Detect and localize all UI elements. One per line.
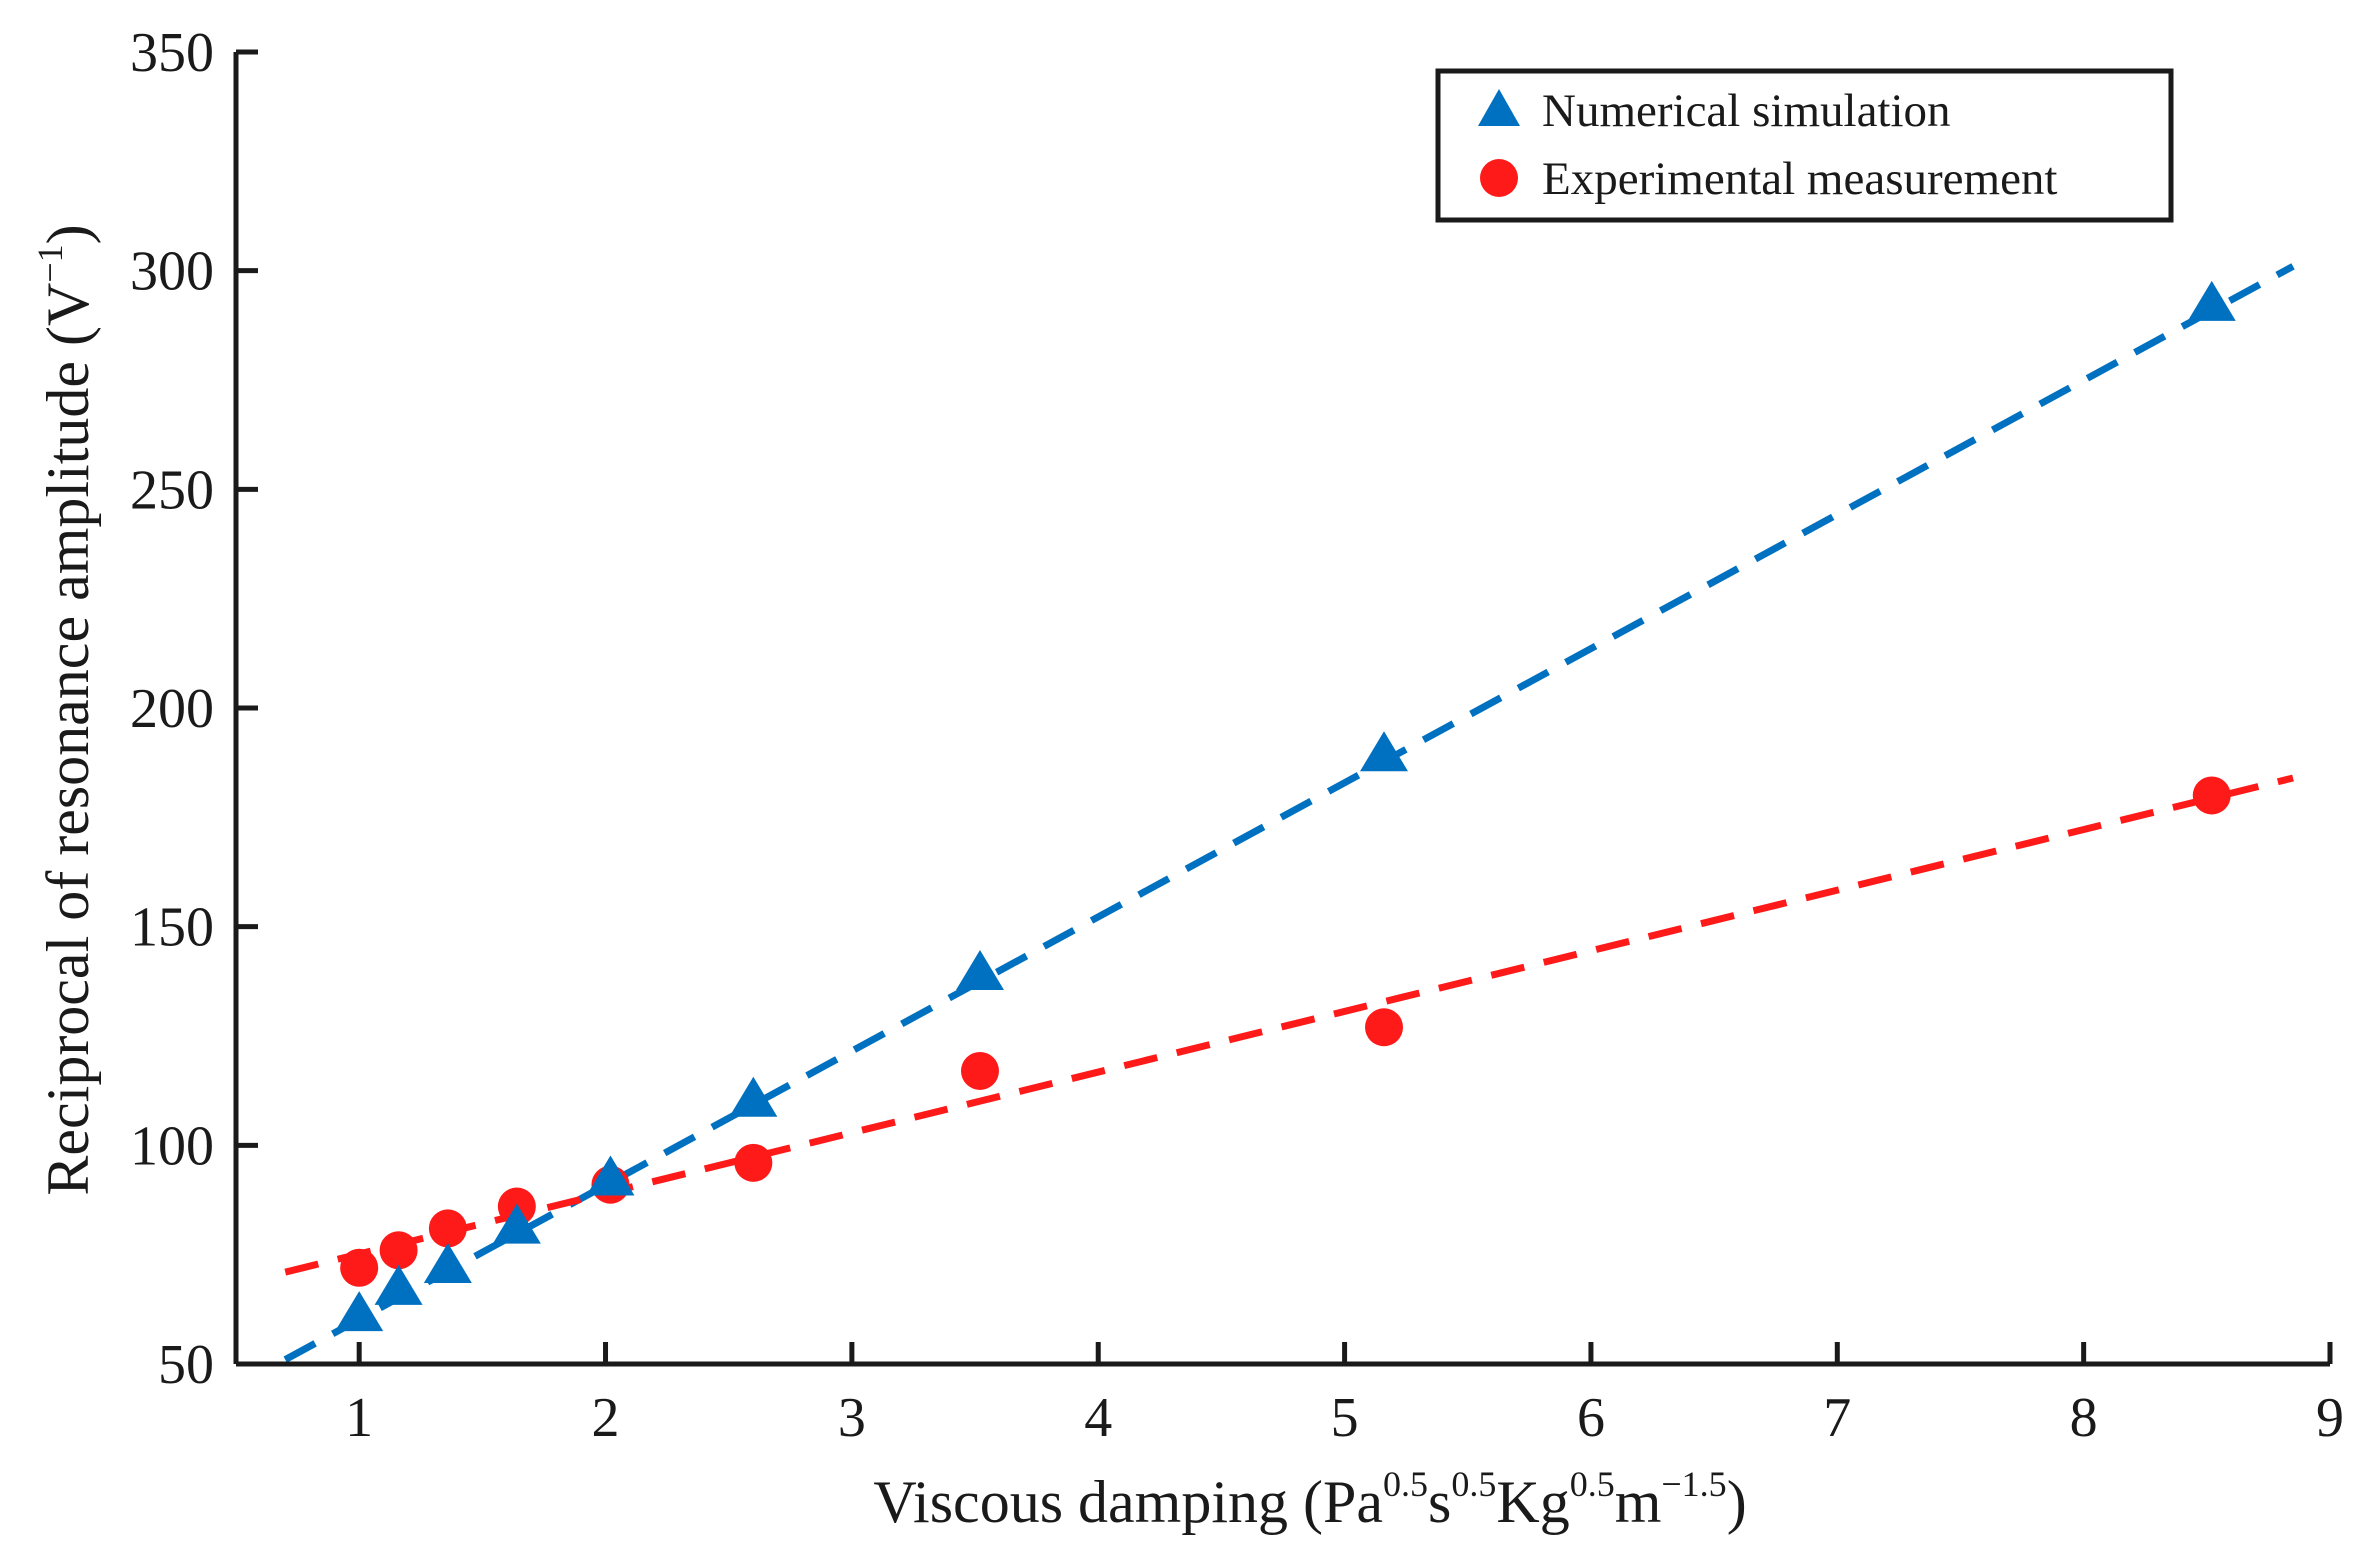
legend-label-numerical: Numerical simulation: [1542, 85, 1951, 137]
numerical-point: [335, 1291, 384, 1332]
numerical-point: [1360, 731, 1409, 772]
numerical-fit-line: [283, 263, 2295, 1363]
numerical-point: [374, 1264, 423, 1305]
legend: Numerical simulation Experimental measur…: [1435, 68, 2174, 223]
fit-lines: [283, 263, 2295, 1363]
x-tick-label: 6: [1577, 1387, 1605, 1449]
numerical-point: [955, 949, 1004, 990]
x-tick-label: 5: [1331, 1387, 1359, 1449]
x-tick-label: 2: [592, 1387, 620, 1449]
x-tick-label: 8: [2070, 1387, 2098, 1449]
x-tick-label: 4: [1084, 1387, 1112, 1449]
legend-circle-icon: [1480, 159, 1518, 197]
legend-triangle-icon: [1478, 89, 1520, 126]
experimental-point: [734, 1143, 773, 1182]
legend-box: [1435, 68, 2174, 223]
experimental-point: [379, 1231, 418, 1270]
numerical-point: [423, 1242, 472, 1283]
numerical-point: [586, 1155, 635, 1196]
experimental-point: [2192, 776, 2231, 815]
y-tick-label: 250: [130, 459, 214, 521]
experimental-point: [340, 1248, 379, 1287]
x-tick-label: 7: [1823, 1387, 1851, 1449]
y-tick-label: 150: [130, 897, 214, 959]
x-tick-label: 9: [2316, 1387, 2344, 1449]
numerical-point: [492, 1203, 541, 1244]
y-axis-title: Reciprocal of resonance amplitude (V−1): [30, 224, 101, 1195]
y-tick-label: 50: [158, 1334, 214, 1396]
y-tick-label: 200: [130, 678, 214, 740]
x-tick-label: 1: [345, 1387, 373, 1449]
data-markers: [335, 280, 2236, 1332]
y-tick-label: 350: [130, 22, 214, 84]
experimental-point: [428, 1209, 467, 1248]
x-tick-label: 3: [838, 1387, 866, 1449]
legend-label-experimental: Experimental measurement: [1542, 153, 2058, 205]
experimental-point: [960, 1051, 999, 1090]
numerical-point: [729, 1076, 778, 1117]
numerical-point: [2187, 280, 2236, 321]
y-tick-label: 100: [130, 1115, 214, 1177]
axes: [233, 52, 2330, 1367]
x-axis-title: Viscous damping (Pa0.5s0.5Kg0.5m−1.5): [873, 1464, 1746, 1535]
y-tick-label: 300: [130, 241, 214, 303]
experimental-point: [1365, 1008, 1404, 1047]
ticks: 1 2 3 4 5 6 7 8 9 50 100 150 200 250 300 350: [130, 22, 2344, 1449]
